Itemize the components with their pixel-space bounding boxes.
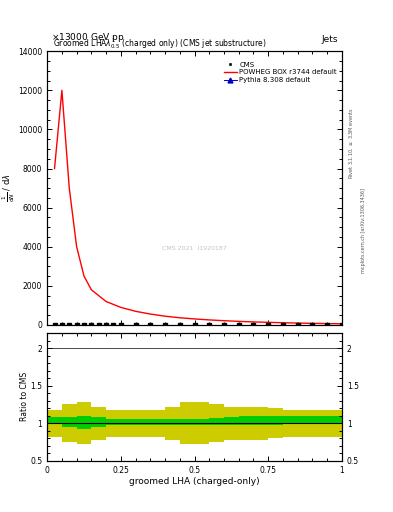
- Bar: [312, 416, 327, 424]
- Bar: [239, 407, 253, 440]
- Bar: [150, 419, 165, 425]
- Bar: [106, 419, 121, 425]
- Text: Rivet 3.1.10, $\geq$ 3.3M events: Rivet 3.1.10, $\geq$ 3.3M events: [348, 108, 356, 179]
- Bar: [239, 416, 253, 425]
- Bar: [209, 418, 224, 425]
- Bar: [106, 410, 121, 437]
- Bar: [165, 407, 180, 440]
- Bar: [224, 407, 239, 440]
- X-axis label: groomed LHA (charged-only): groomed LHA (charged-only): [129, 477, 260, 486]
- Bar: [195, 402, 209, 444]
- Bar: [62, 417, 77, 427]
- Bar: [283, 416, 298, 424]
- Bar: [268, 408, 283, 438]
- Bar: [136, 419, 150, 425]
- Bar: [150, 410, 165, 437]
- Bar: [62, 404, 77, 442]
- Bar: [47, 417, 62, 423]
- Bar: [224, 417, 239, 425]
- Bar: [195, 419, 209, 425]
- Bar: [209, 404, 224, 442]
- Bar: [268, 416, 283, 425]
- Bar: [312, 410, 327, 437]
- Bar: [327, 416, 342, 423]
- Bar: [180, 419, 195, 425]
- Bar: [136, 410, 150, 437]
- Text: Jets: Jets: [321, 34, 338, 44]
- Bar: [77, 416, 91, 429]
- Text: CMS 2021  I1920187: CMS 2021 I1920187: [162, 246, 227, 251]
- Bar: [77, 402, 91, 444]
- Bar: [91, 417, 106, 427]
- Text: Groomed LHA$\lambda^{1}_{0.5}$ (charged only) (CMS jet substructure): Groomed LHA$\lambda^{1}_{0.5}$ (charged …: [53, 36, 267, 51]
- Bar: [298, 410, 312, 437]
- Bar: [253, 416, 268, 425]
- Bar: [298, 416, 312, 424]
- Bar: [165, 419, 180, 425]
- Text: $\times$13000 GeV pp: $\times$13000 GeV pp: [51, 31, 125, 44]
- Y-axis label: Ratio to CMS: Ratio to CMS: [20, 372, 29, 421]
- Bar: [47, 410, 62, 437]
- Legend: CMS, POWHEG BOX r3744 default, Pythia 8.308 default: CMS, POWHEG BOX r3744 default, Pythia 8.…: [223, 60, 338, 84]
- Bar: [121, 410, 136, 437]
- Text: mcplots.cern.ch [arXiv:1306.3436]: mcplots.cern.ch [arXiv:1306.3436]: [361, 188, 366, 273]
- Bar: [253, 407, 268, 440]
- Bar: [91, 407, 106, 440]
- Bar: [283, 410, 298, 437]
- Bar: [327, 410, 342, 437]
- Y-axis label: $\frac{1}{\mathrm{d}N}$ / $\mathrm{d}\lambda$: $\frac{1}{\mathrm{d}N}$ / $\mathrm{d}\la…: [0, 174, 17, 202]
- Bar: [180, 402, 195, 444]
- Bar: [121, 419, 136, 425]
